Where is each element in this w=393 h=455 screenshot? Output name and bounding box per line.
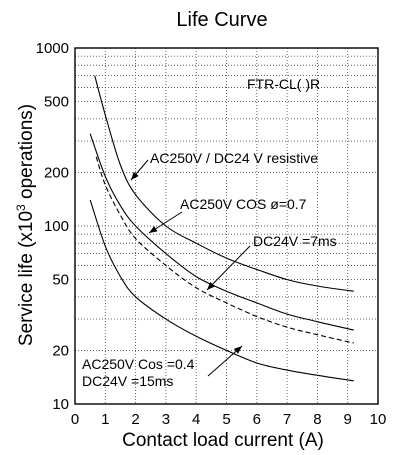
annotation-leaders [130, 159, 251, 377]
annotation-4-line-1: AC250V Cos =0.4 [82, 356, 195, 372]
series-line-3 [95, 156, 354, 344]
y-tick-label: 200 [44, 164, 69, 181]
y-axis-label-prefix: Service life (x10 [16, 211, 37, 346]
leader-line-3 [206, 245, 251, 291]
series-line-4 [89, 199, 354, 382]
x-tick-label: 2 [131, 411, 139, 428]
x-tick-label: 4 [192, 411, 200, 428]
x-tick-label: 3 [162, 411, 170, 428]
leader-arrowhead-3 [207, 282, 215, 290]
y-tick-labels: 10 20 50 100 200 500 1000 [36, 40, 69, 413]
x-tick-labels: 0 1 2 3 4 5 6 7 8 9 10 [71, 411, 387, 428]
annotation-3-line-1: DC24V =7ms [253, 233, 337, 249]
y-axis-label-exponent: 3 [14, 204, 28, 211]
y-tick-label: 500 [44, 94, 69, 111]
leader-arrowhead-1 [131, 171, 139, 180]
x-tick-label: 8 [313, 411, 321, 428]
annotation-2-line-1: AC250V COS ø=0.7 [180, 196, 307, 212]
x-tick-label: 7 [283, 411, 291, 428]
x-axis-label: Contact load current (A) [122, 430, 324, 451]
life-curves [89, 75, 354, 382]
x-tick-label: 10 [370, 411, 387, 428]
y-tick-label: 1000 [36, 40, 69, 57]
y-axis-label: Service life (x103 operations) [14, 104, 37, 346]
annotation-1-line-1: AC250V / DC24 V resistive [150, 150, 318, 166]
x-tick-label: 0 [71, 411, 79, 428]
annotation-4-line-2: DC24V =15ms [82, 373, 173, 389]
x-tick-label: 9 [344, 411, 352, 428]
model-label: FTR-CL( )R [247, 76, 320, 92]
x-tick-label: 5 [222, 411, 230, 428]
plot-frame [74, 47, 379, 405]
leader-arrowhead-2 [149, 226, 158, 233]
series-line-2 [89, 133, 354, 331]
y-axis-label-suffix: operations) [16, 104, 37, 204]
x-tick-label: 6 [253, 411, 261, 428]
leader-arrowhead-4 [233, 346, 242, 354]
chart-title: Life Curve [176, 9, 267, 31]
grid-lines [75, 48, 378, 404]
x-tick-label: 1 [101, 411, 109, 428]
y-tick-label: 10 [52, 396, 69, 413]
y-tick-label: 20 [52, 342, 69, 359]
y-tick-label: 100 [44, 218, 69, 235]
y-tick-label: 50 [52, 272, 69, 289]
curve-annotations: AC250V / DC24 V resistive AC250V COS ø=0.… [82, 150, 337, 389]
series-line-1 [94, 75, 354, 292]
